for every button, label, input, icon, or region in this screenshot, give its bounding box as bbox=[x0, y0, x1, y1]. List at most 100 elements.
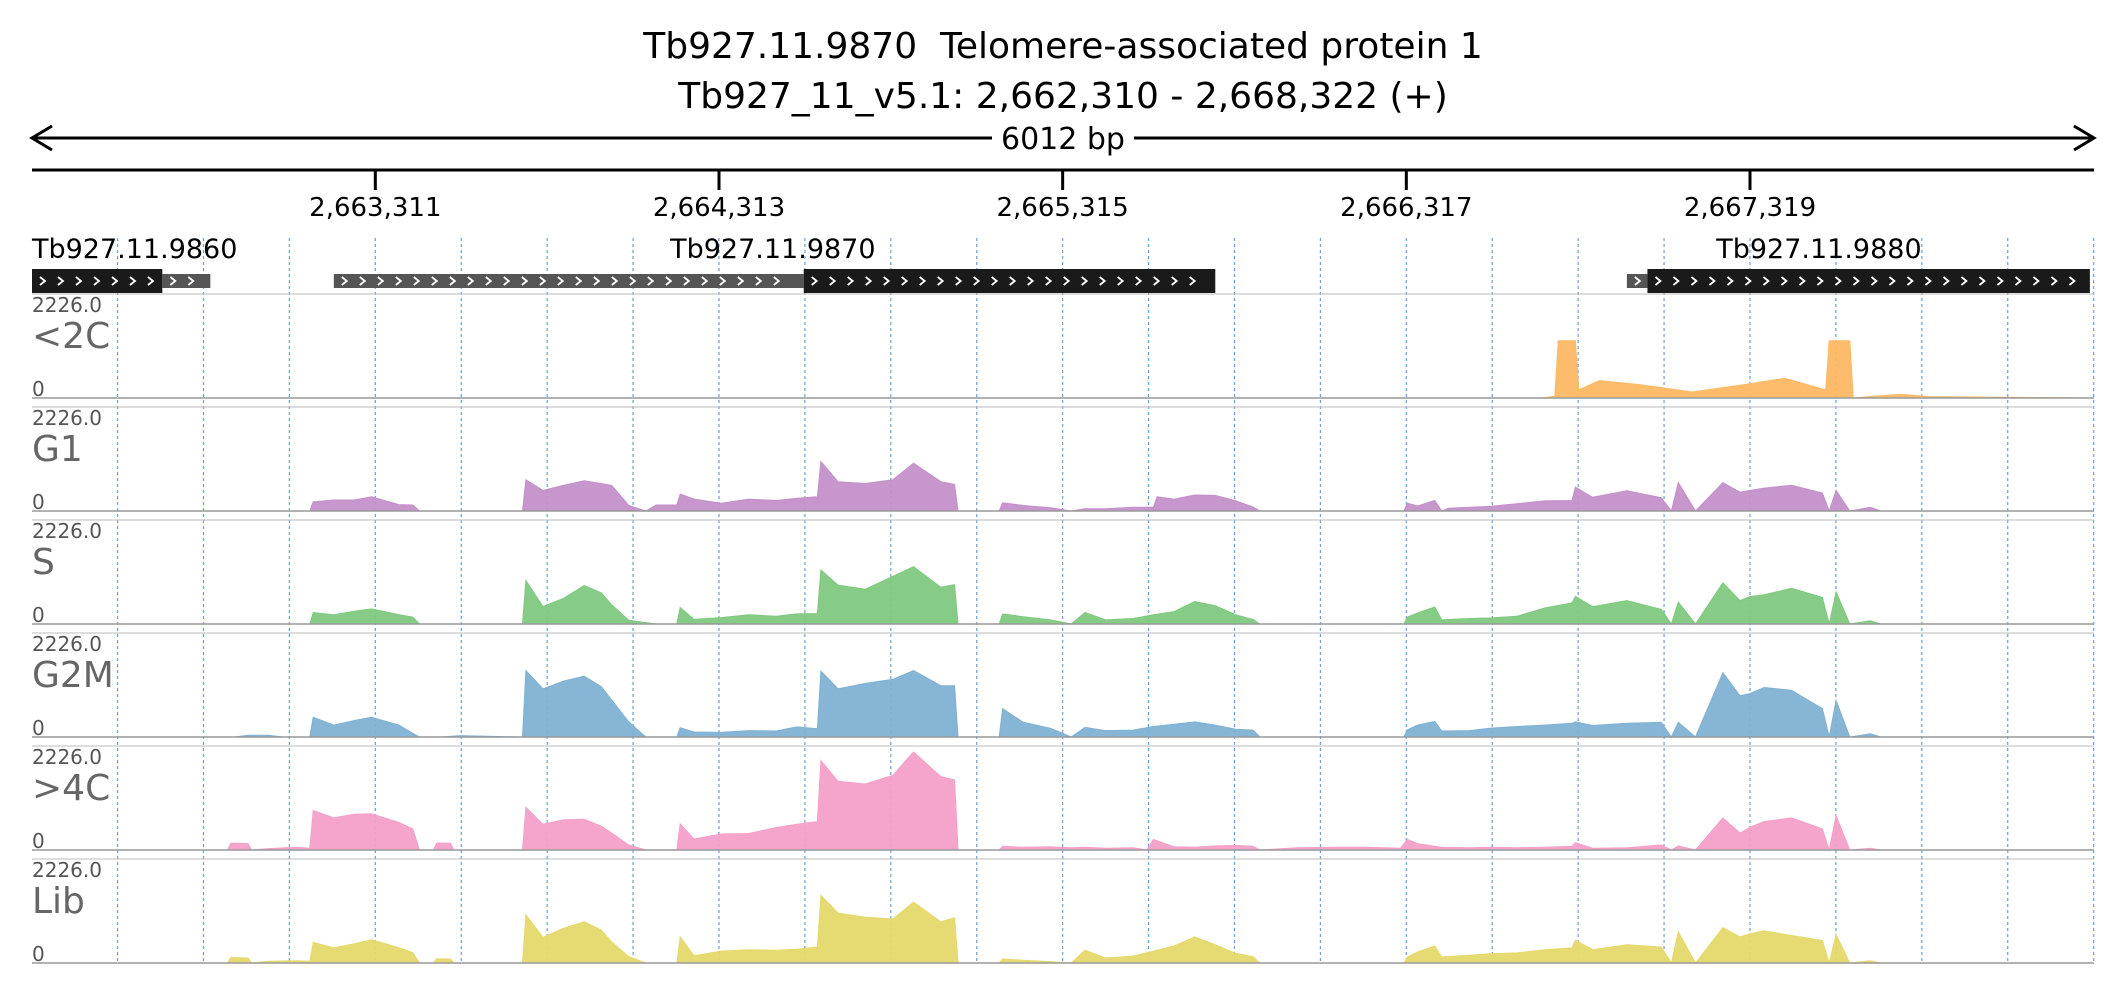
strand-chevron bbox=[665, 276, 673, 286]
strand-chevron bbox=[1708, 276, 1716, 286]
strand-chevron bbox=[1762, 276, 1770, 286]
strand-chevron bbox=[1135, 276, 1143, 286]
strand-chevron bbox=[111, 276, 119, 286]
track-2: 2226.0S 0 bbox=[32, 519, 2094, 627]
gene-segment-cds bbox=[803, 269, 1216, 293]
strand-chevron bbox=[865, 276, 873, 286]
x-tick-label: 2,663,311 bbox=[309, 193, 441, 223]
strand-chevron bbox=[449, 276, 457, 286]
track-name: G2M bbox=[32, 655, 114, 696]
strand-chevron bbox=[737, 276, 745, 286]
coverage-area bbox=[32, 669, 2094, 738]
strand-chevron bbox=[57, 276, 65, 286]
strand-chevron bbox=[593, 276, 601, 286]
strand-chevron bbox=[1834, 276, 1842, 286]
strand-chevron bbox=[773, 276, 781, 286]
strand-chevron bbox=[919, 276, 927, 286]
track-min-label: 0 bbox=[32, 942, 45, 966]
strand-chevron bbox=[1744, 276, 1752, 286]
strand-chevron bbox=[2032, 276, 2040, 286]
strand-chevron bbox=[1009, 276, 1017, 286]
strand-chevron bbox=[755, 276, 763, 286]
x-tick-label: 2,664,313 bbox=[653, 193, 785, 223]
strand-chevron bbox=[1189, 276, 1197, 286]
strand-chevron bbox=[129, 276, 137, 286]
track-1: 2226.0G1 0 bbox=[32, 406, 2094, 514]
gene-segment-utr bbox=[1626, 274, 1648, 288]
strand-chevron bbox=[1153, 276, 1161, 286]
track-max-label: 2226.0 bbox=[32, 519, 102, 543]
strand-chevron bbox=[991, 276, 999, 286]
x-tick-label: 2,666,317 bbox=[1340, 193, 1472, 223]
strand-chevron bbox=[1099, 276, 1107, 286]
gene-segment-cds bbox=[32, 269, 163, 293]
coverage-area bbox=[32, 340, 2095, 399]
strand-chevron bbox=[629, 276, 637, 286]
strand-chevron bbox=[1027, 276, 1035, 286]
track-0: 2226.0<2C 0 bbox=[32, 293, 2095, 401]
strand-chevron bbox=[539, 276, 547, 286]
strand-chevron bbox=[467, 276, 475, 286]
strand-chevron bbox=[1780, 276, 1788, 286]
strand-chevron bbox=[1690, 276, 1698, 286]
strand-chevron bbox=[829, 276, 837, 286]
gene-label: Tb927.11.9860 bbox=[31, 234, 237, 265]
strand-chevron bbox=[39, 276, 47, 286]
strand-chevron bbox=[847, 276, 855, 286]
coverage-tracks: 2226.0<2C02226.0G102226.0S02226.0G2M0222… bbox=[32, 293, 2095, 966]
chart-subtitle: Tb927_11_v5.1: 2,662,310 - 2,668,322 (+) bbox=[677, 76, 1448, 117]
strand-chevron bbox=[557, 276, 565, 286]
strand-chevron bbox=[359, 276, 367, 286]
strand-chevron bbox=[1081, 276, 1089, 286]
strand-chevron bbox=[1924, 276, 1932, 286]
track-max-label: 2226.0 bbox=[32, 293, 102, 317]
span-arrow-left-head bbox=[29, 124, 53, 152]
gene-segment-utr bbox=[162, 274, 211, 288]
strand-chevron bbox=[973, 276, 981, 286]
span-arrow bbox=[29, 124, 2097, 152]
strand-chevron bbox=[341, 276, 349, 286]
strand-chevron bbox=[431, 276, 439, 286]
track-min-label: 0 bbox=[32, 490, 45, 514]
strand-chevron bbox=[575, 276, 583, 286]
strand-chevron bbox=[1870, 276, 1878, 286]
strand-chevron bbox=[1852, 276, 1860, 286]
gene-models: Tb927.11.9860 Tb927.11.9870 Tb927.11.9880 bbox=[31, 234, 2090, 293]
strand-chevron bbox=[147, 276, 155, 286]
track-name: S bbox=[32, 542, 55, 583]
strand-chevron bbox=[1672, 276, 1680, 286]
strand-chevron bbox=[1888, 276, 1896, 286]
track-max-label: 2226.0 bbox=[32, 406, 102, 430]
strand-chevron bbox=[2050, 276, 2058, 286]
track-min-label: 0 bbox=[32, 829, 45, 853]
track-name: Lib bbox=[32, 881, 85, 922]
coverage-area bbox=[32, 460, 2094, 513]
track-max-label: 2226.0 bbox=[32, 745, 102, 769]
strand-chevron bbox=[937, 276, 945, 286]
strand-chevron bbox=[683, 276, 691, 286]
x-tick-label: 2,667,319 bbox=[1684, 193, 1816, 223]
strand-chevron bbox=[647, 276, 655, 286]
track-name: >4C bbox=[32, 768, 110, 809]
strand-chevron bbox=[75, 276, 83, 286]
strand-chevron bbox=[2068, 276, 2076, 286]
strand-chevron bbox=[719, 276, 727, 286]
gene-model: Tb927.11.9880 bbox=[1626, 234, 2090, 293]
strand-chevron bbox=[1726, 276, 1734, 286]
strand-chevron bbox=[1171, 276, 1179, 286]
strand-chevron bbox=[521, 276, 529, 286]
track-name: <2C bbox=[32, 316, 110, 357]
gene-model: Tb927.11.9860 bbox=[31, 234, 237, 293]
track-min-label: 0 bbox=[32, 377, 45, 401]
strand-chevron bbox=[1996, 276, 2004, 286]
strand-chevron bbox=[901, 276, 909, 286]
strand-chevron bbox=[485, 276, 493, 286]
strand-chevron bbox=[1063, 276, 1071, 286]
track-min-label: 0 bbox=[32, 603, 45, 627]
gene-label: Tb927.11.9880 bbox=[1715, 234, 1921, 265]
track-min-label: 0 bbox=[32, 716, 45, 740]
strand-chevron bbox=[1816, 276, 1824, 286]
strand-chevron bbox=[611, 276, 619, 286]
track-max-label: 2226.0 bbox=[32, 632, 102, 656]
